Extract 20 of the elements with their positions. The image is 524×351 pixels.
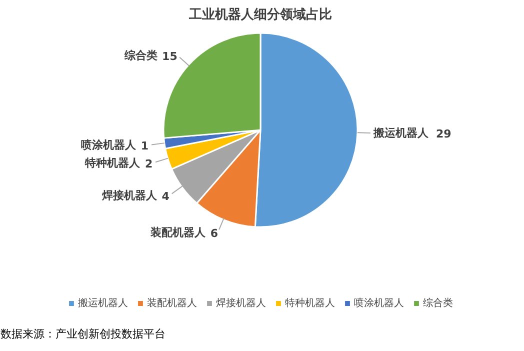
data-label: 6 <box>210 226 218 240</box>
chart-title: 工业机器人细分领域占比 <box>188 8 332 22</box>
data-label: 2 <box>145 157 153 170</box>
data-label: 15 <box>162 50 178 63</box>
legend-label: 喷涂机器人 <box>354 296 404 310</box>
source-note: 数据来源：产业创新创投数据平台 <box>0 328 166 340</box>
slice-label: 装配机器人 <box>149 226 206 239</box>
legend-label: 搬运机器人 <box>78 296 128 310</box>
legend-label: 装配机器人 <box>147 296 197 310</box>
slice-label: 焊接机器人 <box>100 188 158 202</box>
legend-label: 特种机器人 <box>285 296 335 310</box>
slice-label: 搬运机器人 <box>372 126 430 140</box>
slice-label: 特种机器人 <box>84 156 142 170</box>
data-label: 4 <box>162 190 170 203</box>
legend-label: 焊接机器人 <box>216 296 266 310</box>
data-label: 1 <box>140 140 149 153</box>
slice-label: 综合类 <box>123 48 158 62</box>
data-label: 29 <box>436 128 452 141</box>
legend-label: 综合类 <box>423 296 453 310</box>
slice-label: 喷涂机器人 <box>81 138 138 152</box>
